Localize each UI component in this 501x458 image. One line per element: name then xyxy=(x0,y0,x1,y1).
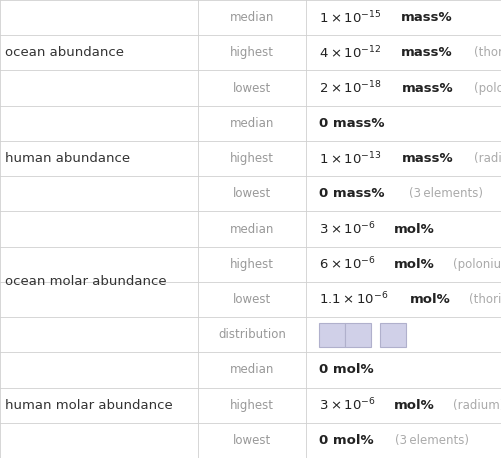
Text: mass%: mass% xyxy=(400,11,452,24)
Text: $4\times10^{-12}$: $4\times10^{-12}$ xyxy=(318,44,380,61)
Text: highest: highest xyxy=(230,46,274,60)
Text: median: median xyxy=(229,223,274,235)
Text: $1\times10^{-15}$: $1\times10^{-15}$ xyxy=(318,9,380,26)
Text: ocean molar abundance: ocean molar abundance xyxy=(5,275,166,289)
Text: $3\times10^{-6}$: $3\times10^{-6}$ xyxy=(318,221,375,237)
Bar xyxy=(318,323,344,347)
Text: 0 mass%: 0 mass% xyxy=(318,187,383,200)
Text: distribution: distribution xyxy=(218,328,286,341)
Bar xyxy=(379,323,405,347)
Text: $3\times10^{-6}$: $3\times10^{-6}$ xyxy=(318,397,375,414)
Text: median: median xyxy=(229,117,274,130)
Text: highest: highest xyxy=(230,152,274,165)
Text: lowest: lowest xyxy=(232,187,271,200)
Text: (radium): (radium) xyxy=(473,152,501,165)
Text: median: median xyxy=(229,364,274,376)
Text: (radium): (radium) xyxy=(451,398,501,412)
Text: $1\times10^{-13}$: $1\times10^{-13}$ xyxy=(318,150,380,167)
Text: (3 elements): (3 elements) xyxy=(394,434,468,447)
Text: mol%: mol% xyxy=(393,398,434,412)
Text: (thorium): (thorium) xyxy=(473,46,501,60)
Text: ocean abundance: ocean abundance xyxy=(5,46,124,60)
Text: (thorium): (thorium) xyxy=(468,293,501,306)
Text: 0 mass%: 0 mass% xyxy=(318,117,383,130)
Text: 0 mol%: 0 mol% xyxy=(318,434,373,447)
Text: $6\times10^{-6}$: $6\times10^{-6}$ xyxy=(318,256,375,273)
Text: mass%: mass% xyxy=(400,46,452,60)
Text: lowest: lowest xyxy=(232,434,271,447)
Text: mass%: mass% xyxy=(401,152,452,165)
Text: 0 mol%: 0 mol% xyxy=(318,364,373,376)
Text: lowest: lowest xyxy=(232,82,271,94)
Bar xyxy=(344,323,370,347)
Text: $2\times10^{-18}$: $2\times10^{-18}$ xyxy=(318,80,381,96)
Text: highest: highest xyxy=(230,258,274,271)
Text: human molar abundance: human molar abundance xyxy=(5,398,172,412)
Text: mol%: mol% xyxy=(393,223,434,235)
Text: (3 elements): (3 elements) xyxy=(408,187,482,200)
Text: median: median xyxy=(229,11,274,24)
Text: mass%: mass% xyxy=(401,82,452,94)
Text: mol%: mol% xyxy=(393,258,434,271)
Text: highest: highest xyxy=(230,398,274,412)
Text: human abundance: human abundance xyxy=(5,152,130,165)
Text: (polonium): (polonium) xyxy=(451,258,501,271)
Text: $1.1\times10^{-6}$: $1.1\times10^{-6}$ xyxy=(318,291,387,308)
Text: mol%: mol% xyxy=(409,293,450,306)
Text: (polonium): (polonium) xyxy=(473,82,501,94)
Text: lowest: lowest xyxy=(232,293,271,306)
